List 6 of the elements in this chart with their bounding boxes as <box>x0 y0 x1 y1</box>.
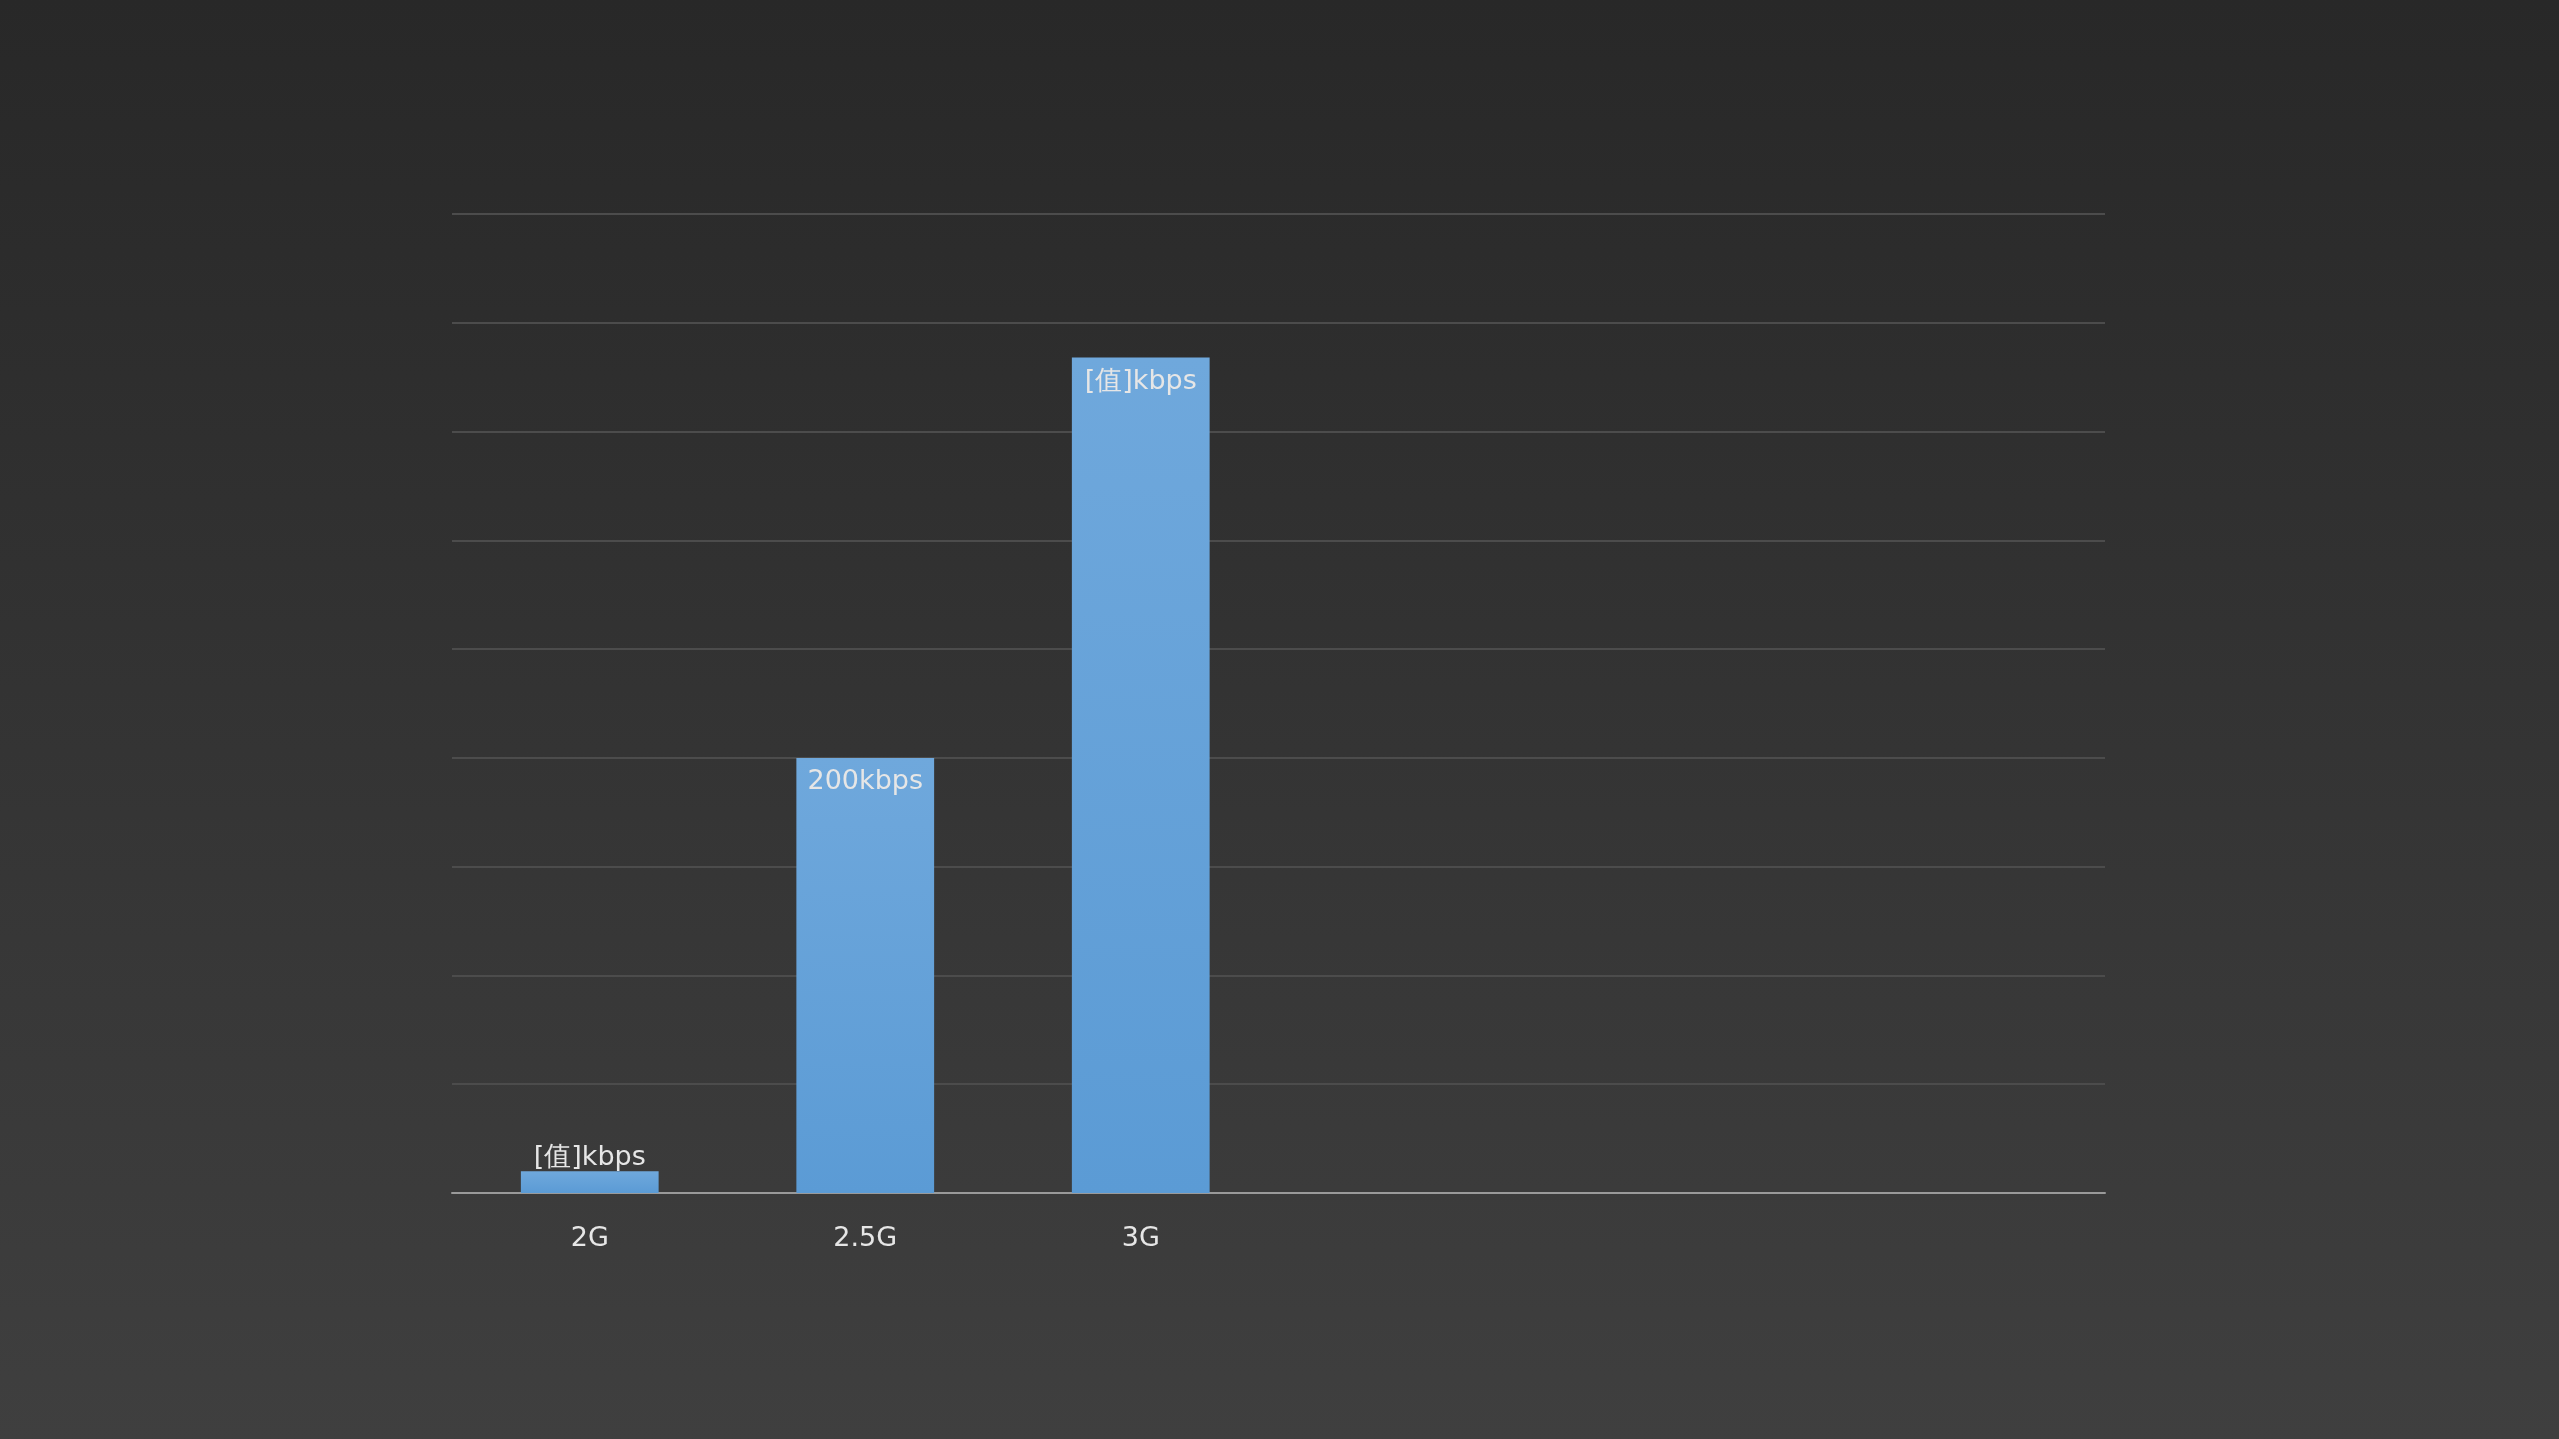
data-label: 200kbps <box>807 763 924 795</box>
data-label: [值]kbps <box>1084 363 1197 395</box>
data-label: [值]kbps <box>533 1140 646 1172</box>
x-tick-label: 2.5G <box>833 1221 898 1252</box>
x-tick-label: 2G <box>570 1221 609 1252</box>
x-tick-label: 3G <box>1121 1221 1160 1252</box>
